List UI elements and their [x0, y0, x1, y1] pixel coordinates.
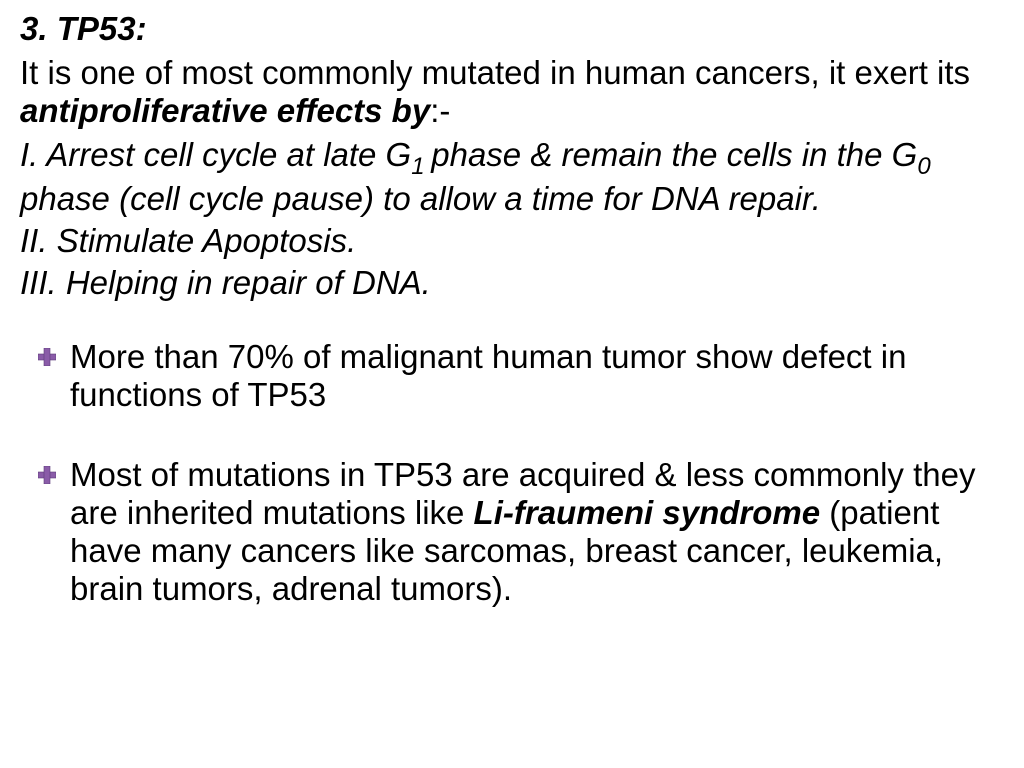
intro-prefix: It is one of most commonly mutated in hu… [20, 54, 970, 91]
roman-item-3: III. Helping in repair of DNA. [20, 264, 1004, 302]
intro-paragraph: It is one of most commonly mutated in hu… [20, 54, 1004, 130]
bullet-plus-icon [38, 348, 56, 366]
roman-1-sub2: 0 [917, 153, 930, 180]
section-title: 3. TP53: [20, 10, 1004, 48]
roman-item-1: I. Arrest cell cycle at late G1 phase & … [20, 136, 1004, 218]
bullet-2-emphasis: Li-fraumeni syndrome [474, 494, 821, 531]
intro-suffix: :- [430, 92, 450, 129]
bullet-list: More than 70% of malignant human tumor s… [20, 338, 1004, 608]
roman-1-part3: phase (cell cycle pause) to allow a time… [20, 180, 821, 217]
roman-1-sub1: 1 [411, 153, 431, 180]
bullet-item-2: Most of mutations in TP53 are acquired &… [20, 456, 1004, 608]
roman-item-2: II. Stimulate Apoptosis. [20, 222, 1004, 260]
bullet-plus-icon [38, 466, 56, 484]
roman-1-part1: I. Arrest cell cycle at late G [20, 136, 411, 173]
bullet-2-text: Most of mutations in TP53 are acquired &… [70, 456, 1004, 608]
bullet-1-text: More than 70% of malignant human tumor s… [70, 338, 1004, 414]
roman-1-part2: phase & remain the cells in the G [431, 136, 917, 173]
intro-emphasis: antiproliferative effects by [20, 92, 430, 129]
bullet-item-1: More than 70% of malignant human tumor s… [20, 338, 1004, 414]
